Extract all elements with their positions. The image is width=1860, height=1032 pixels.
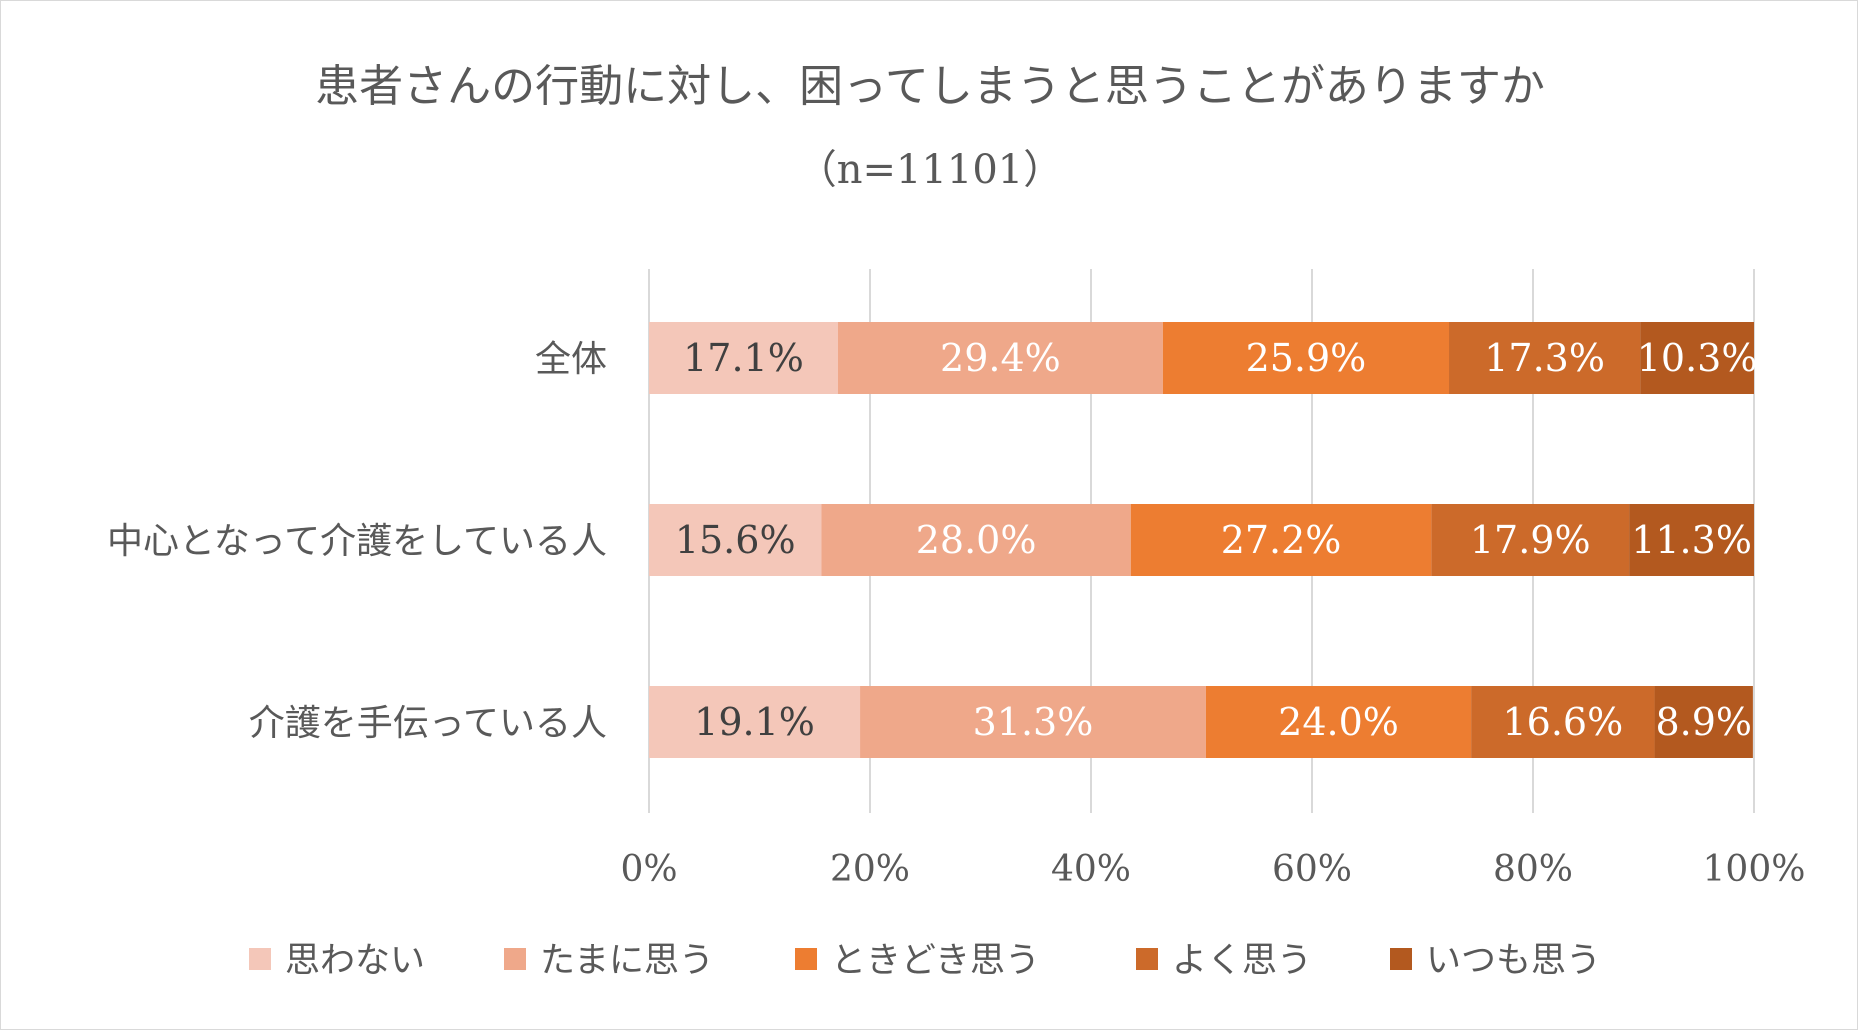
legend-swatch [504, 948, 526, 970]
legend-label: いつも思う [1426, 941, 1601, 981]
legend-swatch [795, 948, 817, 970]
category-label: 介護を手伝っている人 [249, 703, 607, 744]
data-label: 15.6% [675, 518, 796, 562]
legend-label: 思わない [285, 941, 425, 981]
legend-swatch [1390, 948, 1412, 970]
bar-segment [1654, 686, 1753, 758]
bar-segment [837, 322, 1163, 394]
data-label: 10.3% [1637, 336, 1758, 380]
x-tick-label: 100% [1703, 849, 1806, 890]
bar-segment [1205, 686, 1472, 758]
bar-segment [1629, 504, 1754, 576]
data-label: 16.6% [1502, 700, 1623, 744]
bar-segment [649, 504, 822, 576]
category-label: 中心となって介護をしている人 [107, 521, 607, 562]
bar-segment [860, 686, 1206, 758]
bar-segment [1471, 686, 1655, 758]
data-label: 17.1% [683, 336, 804, 380]
data-label: 25.9% [1246, 336, 1367, 380]
bars: 17.1% 29.4% 25.9% 17.3% 10.3% 15.6% 28.0% 27.2%… [649, 322, 1757, 758]
data-label: 24.0% [1278, 700, 1399, 744]
legend-label: よく思う [1172, 941, 1312, 981]
data-label: 8.9% [1655, 700, 1752, 744]
legend: 思わない たまに思う ときどき思う よく思う いつも思う [249, 941, 1601, 981]
chart-title: 患者さんの行動に対し、困ってしまうと思うことがありますか [315, 61, 1545, 112]
data-label: 31.3% [973, 700, 1094, 744]
legend-swatch [1136, 948, 1158, 970]
data-label: 29.4% [940, 336, 1061, 380]
legend-label: ときどき思う [831, 941, 1040, 981]
bar-segment [649, 686, 861, 758]
bar-segment [649, 322, 838, 394]
x-tick-label: 0% [620, 849, 677, 890]
data-label: 17.3% [1484, 336, 1605, 380]
bar-segment [1449, 322, 1641, 394]
x-tick-label: 60% [1272, 849, 1352, 890]
legend-swatch [249, 948, 271, 970]
data-label: 17.9% [1470, 518, 1591, 562]
bar-segment [1162, 322, 1450, 394]
legend-label: たまに思う [540, 941, 714, 981]
data-label: 11.3% [1631, 518, 1752, 562]
chart-subtitle: （n=11101） [797, 147, 1064, 193]
data-label: 28.0% [916, 518, 1037, 562]
data-label: 19.1% [694, 700, 815, 744]
bar-segment [1640, 322, 1754, 394]
x-tick-label: 20% [830, 849, 910, 890]
bar-segment [1130, 504, 1432, 576]
bar-segment [1431, 504, 1630, 576]
x-tick-label: 40% [1051, 849, 1131, 890]
x-axis-tick-labels: 0% 20% 40% 60% 80% 100% [620, 849, 1805, 890]
x-tick-label: 80% [1493, 849, 1573, 890]
category-label: 全体 [535, 339, 607, 380]
data-label: 27.2% [1221, 518, 1342, 562]
bar-segment [821, 504, 1131, 576]
